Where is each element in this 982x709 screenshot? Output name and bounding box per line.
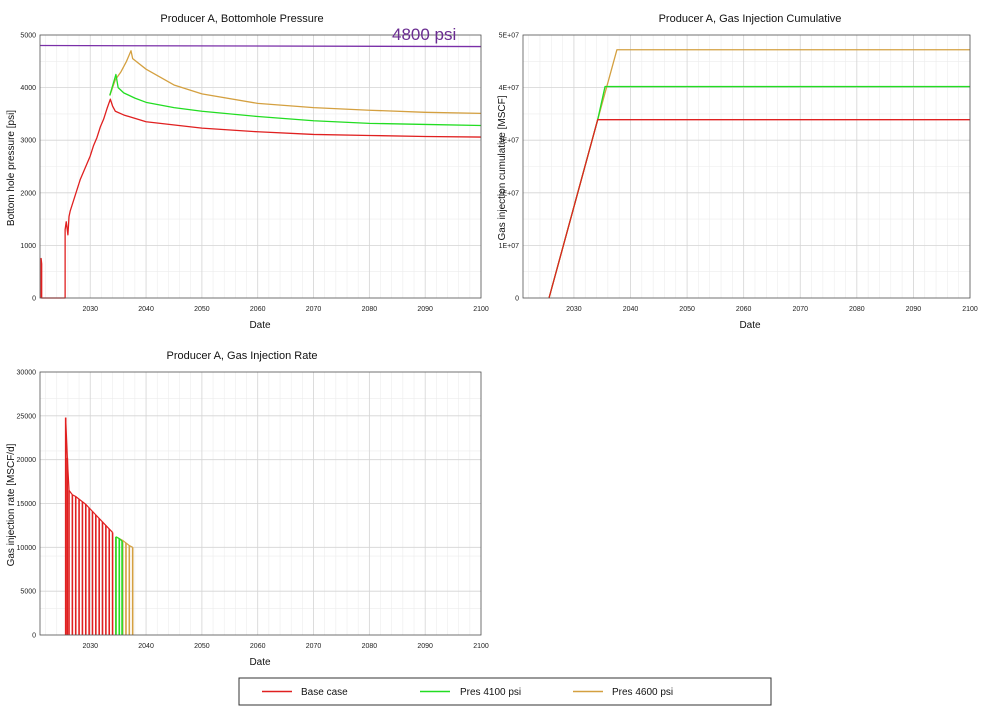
chart-bhp-xlabel: Date bbox=[249, 320, 271, 331]
rate-xtick-label: 2040 bbox=[138, 643, 154, 650]
legend-label-pres-4100: Pres 4100 psi bbox=[460, 687, 521, 698]
rate-xtick-label: 2050 bbox=[194, 643, 210, 650]
cum-frame bbox=[522, 34, 971, 299]
legend-box bbox=[238, 677, 772, 706]
rate-xtick-label: 2030 bbox=[82, 643, 98, 650]
bhp-ytick-label: 5000 bbox=[20, 33, 36, 40]
rate-xtick-label: 2100 bbox=[473, 643, 489, 650]
rate-xtick-label: 2070 bbox=[306, 643, 322, 650]
cum-xtick-label: 2100 bbox=[962, 306, 978, 313]
chart-rate-xlabel: Date bbox=[249, 657, 271, 668]
chart-rate-title: Producer A, Gas Injection Rate bbox=[166, 350, 317, 362]
chart-cum: Producer A, Gas Injection Cumulative 203… bbox=[497, 13, 978, 331]
bhp-ytick-label: 1000 bbox=[20, 243, 36, 250]
bhp-xtick-label: 2030 bbox=[82, 306, 98, 313]
bhp-frame bbox=[39, 34, 482, 299]
cum-xtick-label: 2050 bbox=[679, 306, 695, 313]
chart-bhp: Producer A, Bottomhole Pressure 2030 2040… bbox=[6, 13, 489, 331]
bhp-xtick-label: 2040 bbox=[138, 306, 154, 313]
bhp-line-pres-4600-psi bbox=[109, 50, 482, 115]
bhp-xtick-label: 2090 bbox=[417, 306, 433, 313]
chart-cum-plot: 2030 2040 2050 2060 2070 2080 2090 2100 0 1E+07 2E… bbox=[499, 33, 978, 314]
bhp-ytick-label: 2000 bbox=[20, 190, 36, 197]
rate-xtick-label: 2090 bbox=[417, 643, 433, 650]
rate-ytick-label: 10000 bbox=[17, 545, 37, 552]
bhp-line-4800-psi bbox=[39, 44, 482, 48]
bhp-xtick-label: 2100 bbox=[473, 306, 489, 313]
bhp-xtick-label: 2050 bbox=[194, 306, 210, 313]
cum-xtick-label: 2070 bbox=[792, 306, 808, 313]
chart-rate-ylabel: Gas injection rate [MSCF/d] bbox=[6, 443, 17, 566]
legend-label-pres-4600: Pres 4600 psi bbox=[612, 687, 673, 698]
cum-line-base-case bbox=[548, 119, 970, 299]
chart-bhp-title: Producer A, Bottomhole Pressure bbox=[160, 13, 323, 25]
rate-ytick-label: 0 bbox=[32, 633, 36, 640]
rate-ytick-label: 15000 bbox=[17, 501, 37, 508]
rate-frame bbox=[39, 371, 482, 636]
rate-ytick-label: 30000 bbox=[17, 370, 37, 377]
cum-ytick-label: 4E+07 bbox=[499, 85, 520, 92]
cum-xtick-label: 2060 bbox=[736, 306, 752, 313]
chart-rate-plot: 2030 2040 2050 2060 2070 2080 2090 2100 0 5000 100… bbox=[17, 370, 489, 651]
bhp-line-pres-4100-psi bbox=[109, 73, 482, 127]
cum-xtick-label: 2090 bbox=[906, 306, 922, 313]
rate-xtick-label: 2080 bbox=[362, 643, 378, 650]
rate-ytick-label: 20000 bbox=[17, 457, 37, 464]
rate-envelope-base-case bbox=[65, 417, 114, 533]
legend: Base case Pres 4100 psi Pres 4600 psi bbox=[238, 677, 772, 706]
cum-xtick-label: 2080 bbox=[849, 306, 865, 313]
bhp-xtick-label: 2060 bbox=[250, 306, 266, 313]
chart-bhp-annotation: 4800 psi bbox=[392, 25, 456, 44]
rate-envelope-pres-4100-psi bbox=[115, 536, 123, 542]
bhp-xtick-label: 2070 bbox=[306, 306, 322, 313]
chart-rate: Producer A, Gas Injection Rate 2030 2040 2… bbox=[6, 350, 489, 668]
chart-cum-ylabel: Gas injection cumulative [MSCF] bbox=[497, 95, 508, 240]
cum-ytick-label: 5E+07 bbox=[499, 33, 520, 40]
cum-xtick-label: 2030 bbox=[566, 306, 582, 313]
bhp-ytick-label: 3000 bbox=[20, 138, 36, 145]
chart-cum-xlabel: Date bbox=[739, 320, 761, 331]
rate-xtick-label: 2060 bbox=[250, 643, 266, 650]
rate-ytick-label: 25000 bbox=[17, 413, 37, 420]
cum-ytick-label: 3E+07 bbox=[499, 138, 520, 145]
rate-ytick-label: 5000 bbox=[20, 589, 36, 596]
bhp-xtick-label: 2080 bbox=[362, 306, 378, 313]
chart-cum-title: Producer A, Gas Injection Cumulative bbox=[659, 13, 842, 25]
cum-xtick-label: 2040 bbox=[623, 306, 639, 313]
cum-ytick-label: 1E+07 bbox=[499, 243, 520, 250]
cum-ytick-label: 2E+07 bbox=[499, 190, 520, 197]
legend-label-base-case: Base case bbox=[301, 687, 348, 698]
bhp-line-base-case bbox=[40, 98, 482, 299]
chart-bhp-plot: 2030 2040 2050 2060 2070 2080 2090 2100 0 1000 200… bbox=[20, 33, 488, 314]
chart-bhp-ylabel: Bottom hole pressure [psi] bbox=[6, 110, 17, 226]
bhp-ytick-label: 0 bbox=[32, 296, 36, 303]
cum-ytick-label: 0 bbox=[515, 296, 519, 303]
bhp-ytick-label: 4000 bbox=[20, 85, 36, 92]
